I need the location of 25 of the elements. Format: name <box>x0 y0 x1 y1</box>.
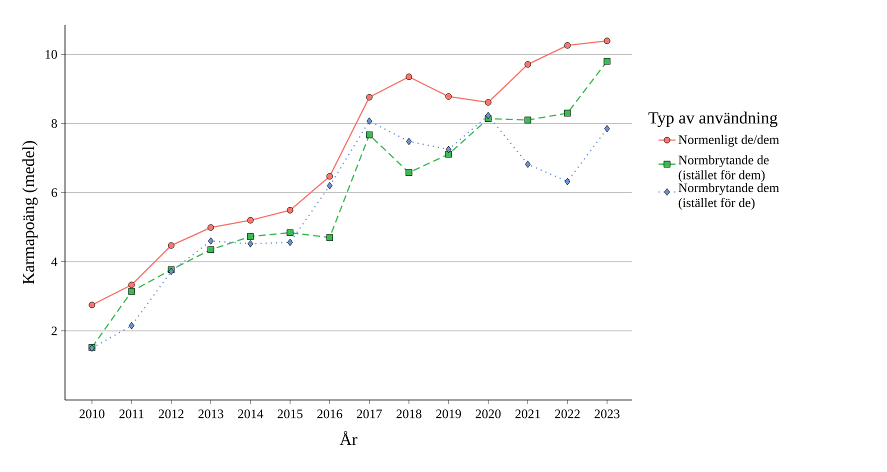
x-tick-label: 2011 <box>119 410 144 418</box>
legend-label: Normbrytande de (istället för dem) <box>678 155 769 182</box>
x-tick-label: 2022 <box>555 410 580 418</box>
x-tick-label: 2023 <box>594 410 620 418</box>
x-tick-label: 2010 <box>80 410 104 418</box>
y-tick-label: 10 <box>46 50 58 59</box>
y-axis-title: Karmapoäng (medel) <box>22 141 38 284</box>
legend-label: Normbrytande dem (istället för de) <box>678 183 780 210</box>
x-tick-label: 2020 <box>476 410 501 418</box>
y-tick-label: 8 <box>52 119 58 128</box>
x-tick-label: 2018 <box>396 410 422 418</box>
y-tick-label: 6 <box>52 188 58 197</box>
legend-title: Typ av användning <box>648 112 778 128</box>
x-tick-label: 2021 <box>515 410 540 418</box>
legend-label: Normenligt de/dem <box>678 134 780 147</box>
x-tick-label: 2012 <box>158 410 184 418</box>
x-axis-title: År <box>340 431 358 445</box>
x-tick-label: 2015 <box>278 410 303 418</box>
x-tick-label: 2016 <box>317 410 342 418</box>
x-tick-label: 2017 <box>356 410 382 418</box>
x-tick-label: 2014 <box>238 410 264 418</box>
y-tick-label: 2 <box>52 326 57 336</box>
x-tick-label: 2013 <box>198 410 224 418</box>
x-tick-label: 2019 <box>436 410 461 418</box>
y-tick-label: 4 <box>51 257 58 266</box>
